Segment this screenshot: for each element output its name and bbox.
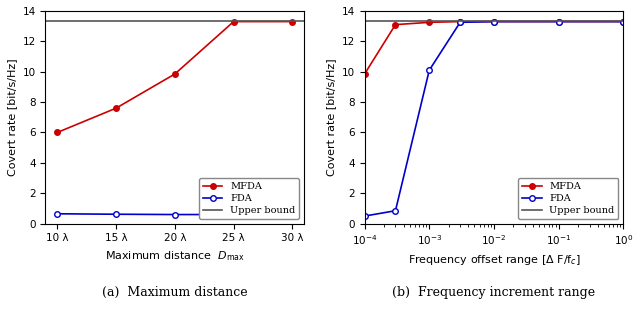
FDA [361, 214, 369, 218]
FDA [426, 68, 433, 72]
Line: FDA: FDA [54, 211, 295, 217]
Line: MFDA: MFDA [54, 19, 295, 135]
MFDA [555, 20, 563, 23]
Legend: MFDA, FDA, Upper bound: MFDA, FDA, Upper bound [518, 178, 618, 219]
X-axis label: Frequency offset range [$\Delta$ F/f$_c$]: Frequency offset range [$\Delta$ F/f$_c$… [408, 253, 580, 267]
MFDA [392, 23, 399, 26]
Text: (b)  Frequency increment range: (b) Frequency increment range [392, 285, 596, 299]
MFDA [112, 106, 120, 110]
MFDA [289, 20, 296, 23]
Y-axis label: Covert rate [bit/s/Hz]: Covert rate [bit/s/Hz] [7, 58, 17, 176]
Line: FDA: FDA [362, 19, 626, 219]
MFDA [53, 131, 61, 134]
FDA [171, 213, 179, 216]
Y-axis label: Covert rate [bit/s/Hz]: Covert rate [bit/s/Hz] [326, 58, 336, 176]
MFDA [620, 20, 627, 23]
Legend: MFDA, FDA, Upper bound: MFDA, FDA, Upper bound [199, 178, 300, 219]
MFDA [230, 20, 237, 23]
MFDA [456, 20, 464, 23]
FDA [456, 21, 464, 24]
FDA [490, 20, 498, 23]
FDA [289, 213, 296, 216]
FDA [53, 212, 61, 216]
FDA [392, 209, 399, 213]
FDA [555, 20, 563, 23]
Line: MFDA: MFDA [362, 19, 626, 77]
MFDA [490, 20, 498, 23]
FDA [112, 212, 120, 216]
MFDA [426, 21, 433, 24]
MFDA [171, 72, 179, 76]
Text: (a)  Maximum distance: (a) Maximum distance [102, 285, 248, 299]
FDA [620, 20, 627, 23]
MFDA [361, 72, 369, 76]
FDA [230, 213, 237, 216]
X-axis label: Maximum distance  $D_{\mathrm{max}}$: Maximum distance $D_{\mathrm{max}}$ [105, 249, 244, 263]
